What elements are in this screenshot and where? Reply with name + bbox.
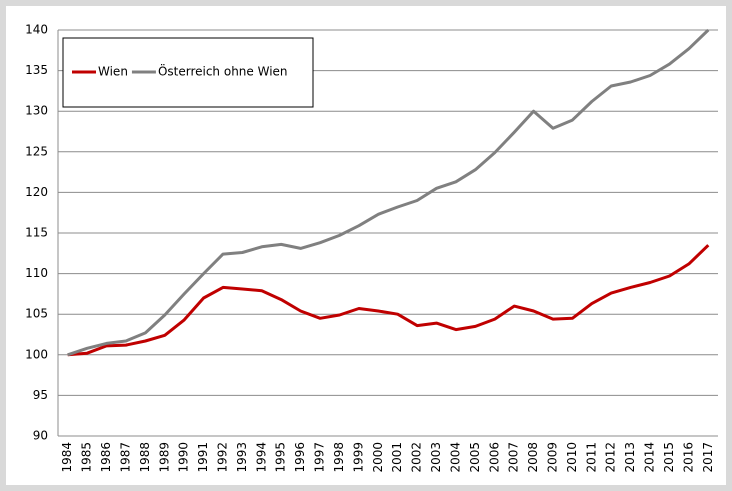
x-tick-label: 1993 bbox=[235, 442, 249, 473]
x-tick-label: 2016 bbox=[681, 442, 695, 473]
y-tick-label: 135 bbox=[25, 63, 48, 77]
y-tick-label: 120 bbox=[25, 185, 48, 199]
x-tick-label: 1989 bbox=[157, 442, 171, 473]
y-tick-label: 140 bbox=[25, 23, 48, 37]
x-tick-label: 2009 bbox=[546, 442, 560, 473]
x-tick-label: 1991 bbox=[196, 442, 210, 473]
x-tick-label: 1984 bbox=[60, 442, 74, 473]
y-tick-label: 110 bbox=[25, 266, 48, 280]
series-line bbox=[67, 28, 710, 357]
x-tick-label: 2006 bbox=[487, 442, 501, 473]
y-tick-label: 115 bbox=[25, 226, 48, 240]
x-tick-label: 1995 bbox=[274, 442, 288, 473]
legend-box bbox=[62, 37, 314, 108]
x-tick-label: 2008 bbox=[526, 442, 540, 473]
x-tick-label: 1999 bbox=[351, 442, 365, 473]
x-tick-label: 2007 bbox=[507, 442, 521, 473]
x-tick-label: 2000 bbox=[371, 442, 385, 473]
x-tick-label: 2010 bbox=[565, 442, 579, 473]
legend-label: Wien bbox=[98, 65, 128, 79]
y-tick-label: 90 bbox=[33, 429, 48, 443]
x-tick-label: 2001 bbox=[390, 442, 404, 473]
x-tick-label: 2013 bbox=[623, 442, 637, 473]
legend: Wien Österreich ohne Wien bbox=[62, 37, 314, 108]
y-tick-label: 130 bbox=[25, 104, 48, 118]
y-tick-label: 95 bbox=[33, 388, 48, 402]
x-tick-label: 1985 bbox=[80, 442, 94, 473]
x-tick-label: 1988 bbox=[138, 442, 152, 473]
x-tick-label: 1986 bbox=[99, 442, 113, 473]
x-tick-label: 2014 bbox=[643, 442, 657, 473]
x-tick-label: 1998 bbox=[332, 442, 346, 473]
x-tick-label: 1990 bbox=[177, 442, 191, 473]
x-tick-label: 2002 bbox=[410, 442, 424, 473]
x-tick-label: 2012 bbox=[604, 442, 618, 473]
x-tick-label: 2003 bbox=[429, 442, 443, 473]
x-tick-label: 2004 bbox=[448, 442, 462, 473]
legend-label: Österreich ohne Wien bbox=[158, 63, 288, 79]
x-tick-label: 1996 bbox=[293, 442, 307, 473]
x-tick-label: 2015 bbox=[662, 442, 676, 473]
x-tick-label: 1992 bbox=[216, 442, 230, 473]
x-tick-label: 2011 bbox=[584, 442, 598, 473]
series-line bbox=[67, 244, 710, 357]
x-tick-label: 1994 bbox=[254, 442, 268, 473]
x-tick-label: 1997 bbox=[313, 442, 327, 473]
x-tick-label: 2017 bbox=[701, 442, 715, 473]
y-tick-label: 100 bbox=[25, 347, 48, 361]
y-tick-label: 125 bbox=[25, 144, 48, 158]
x-tick-label: 2005 bbox=[468, 442, 482, 473]
x-tick-label: 1987 bbox=[118, 442, 132, 473]
y-tick-label: 105 bbox=[25, 307, 48, 321]
